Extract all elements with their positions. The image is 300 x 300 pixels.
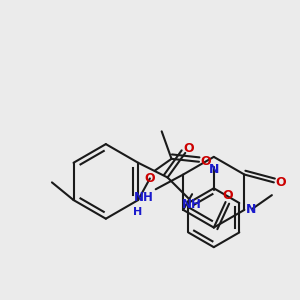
Text: N: N [208,163,219,176]
Text: NH: NH [182,199,202,212]
Text: H: H [134,207,143,217]
Text: NH: NH [134,190,154,204]
Text: O: O [275,176,286,189]
Text: O: O [222,189,233,202]
Text: O: O [145,172,155,185]
Text: O: O [200,155,211,168]
Text: O: O [184,142,194,154]
Text: N: N [246,203,257,216]
